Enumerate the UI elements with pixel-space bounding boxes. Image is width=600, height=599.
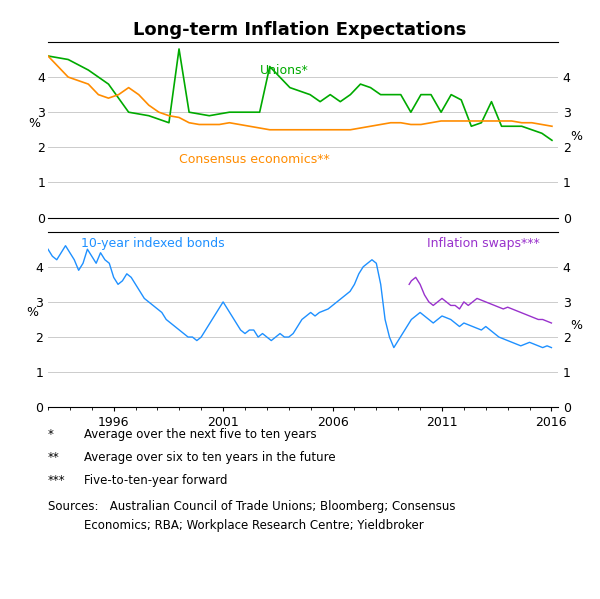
Text: ***: *** [48, 474, 65, 487]
Text: Inflation swaps***: Inflation swaps*** [427, 237, 539, 250]
Y-axis label: %: % [26, 307, 38, 319]
Text: 10-year indexed bonds: 10-year indexed bonds [81, 237, 224, 250]
Text: Unions*: Unions* [260, 63, 308, 77]
Y-axis label: %: % [28, 117, 40, 130]
Y-axis label: %: % [571, 319, 583, 332]
Text: Sources:   Australian Council of Trade Unions; Bloomberg; Consensus: Sources: Australian Council of Trade Uni… [48, 500, 455, 513]
Text: Economics; RBA; Workplace Research Centre; Yieldbroker: Economics; RBA; Workplace Research Centr… [84, 519, 424, 533]
Text: **: ** [48, 451, 60, 464]
Y-axis label: %: % [571, 130, 583, 143]
Text: Average over the next five to ten years: Average over the next five to ten years [84, 428, 317, 441]
Text: Consensus economics**: Consensus economics** [179, 153, 330, 166]
Text: *: * [48, 428, 54, 441]
Text: Long-term Inflation Expectations: Long-term Inflation Expectations [133, 21, 467, 39]
Text: Five-to-ten-year forward: Five-to-ten-year forward [84, 474, 227, 487]
Text: Average over six to ten years in the future: Average over six to ten years in the fut… [84, 451, 335, 464]
